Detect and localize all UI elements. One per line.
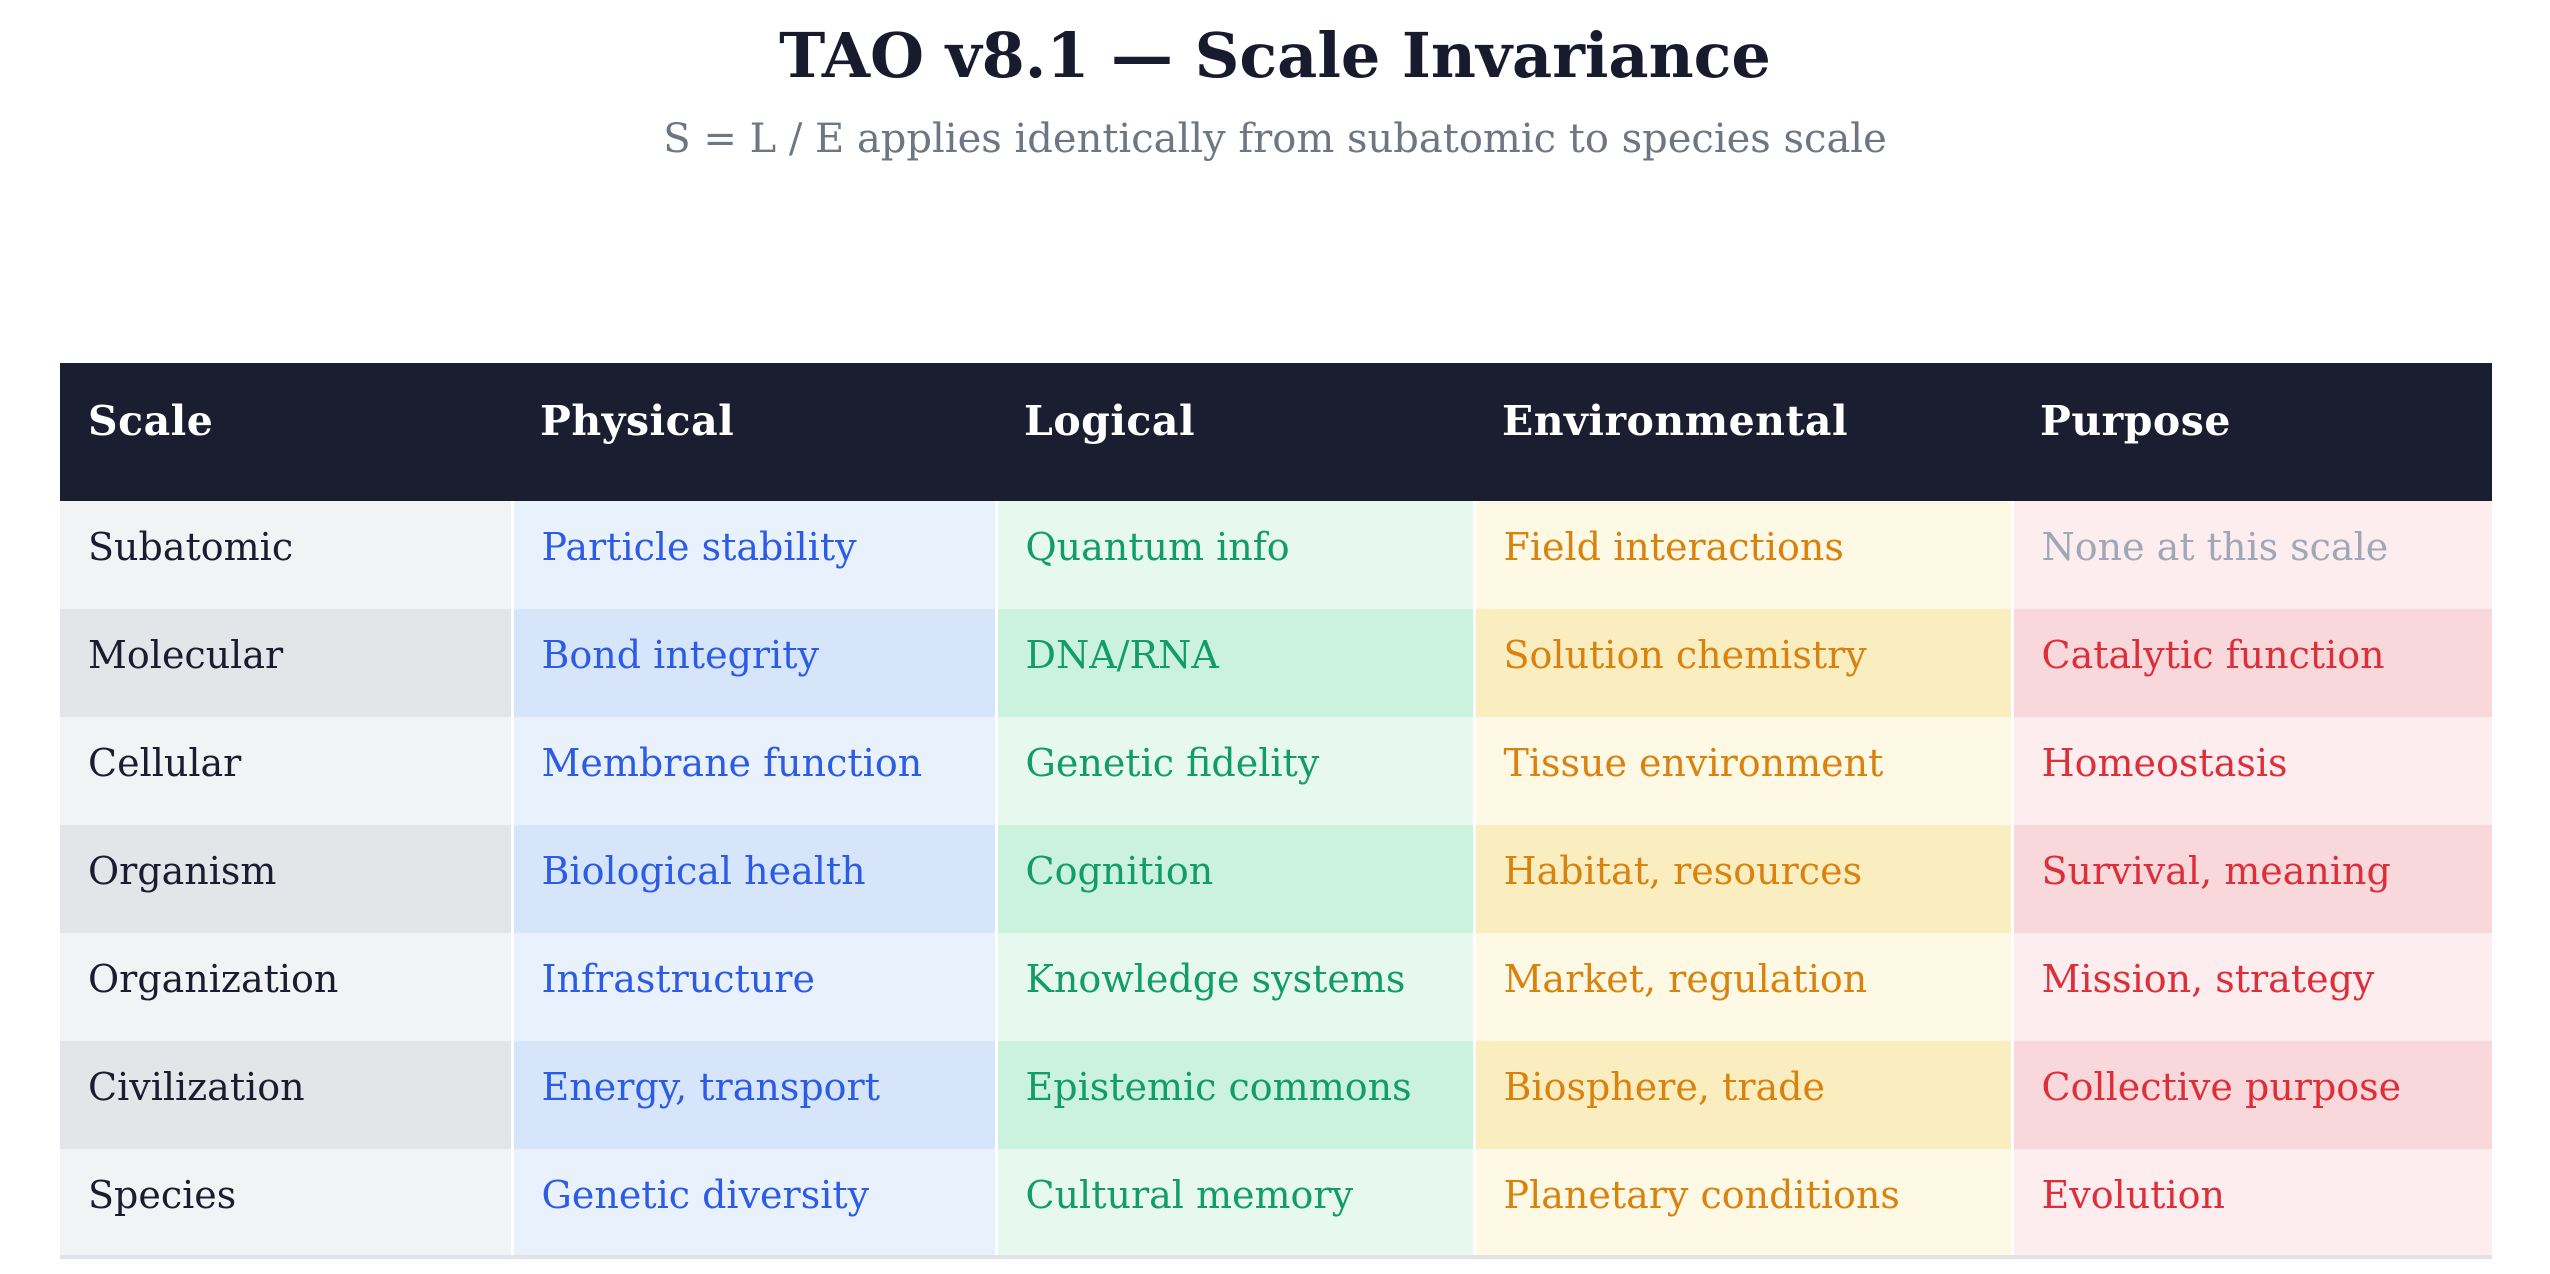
cell-purpose: None at this scale [2012, 501, 2492, 610]
table-row: Organism Biological health Cognition Habita… [60, 825, 2492, 934]
cell-logical: DNA/RNA [996, 609, 1476, 718]
cell-logical: Quantum info [996, 501, 1476, 610]
cell-purpose: Mission, strategy [2012, 933, 2492, 1042]
cell-physical: Particle stability [512, 501, 998, 610]
table-row: Civilization Energy, transport Epistemic c… [60, 1041, 2492, 1150]
column-header-logical: Logical [996, 363, 1474, 502]
table-row: Subatomic Particle stability Quantum info F… [60, 501, 2492, 610]
cell-physical: Membrane function [512, 717, 998, 826]
cell-scale: Cellular [60, 717, 514, 826]
cell-environmental: Market, regulation [1474, 933, 2014, 1042]
table-row: Species Genetic diversity Cultural memory P… [60, 1149, 2492, 1258]
column-header-scale: Scale [60, 363, 512, 502]
cell-purpose: Survival, meaning [2012, 825, 2492, 934]
table-row: Cellular Membrane function Genetic fidelit… [60, 717, 2492, 826]
cell-logical: Genetic fidelity [996, 717, 1476, 826]
cell-physical: Infrastructure [512, 933, 998, 1042]
cell-physical: Energy, transport [512, 1041, 998, 1150]
cell-scale: Molecular [60, 609, 514, 718]
cell-purpose: Collective purpose [2012, 1041, 2492, 1150]
cell-physical: Genetic diversity [512, 1149, 998, 1258]
cell-purpose: Homeostasis [2012, 717, 2492, 826]
cell-scale: Subatomic [60, 501, 514, 610]
cell-logical: Cognition [996, 825, 1476, 934]
cell-environmental: Habitat, resources [1474, 825, 2014, 934]
page-title: TAO v8.1 — Scale Invariance [779, 19, 1771, 92]
page-subtitle: S = L / E applies identically from subat… [663, 116, 1887, 163]
scale-invariance-table: Scale Physical Logical Environmental Pur… [60, 363, 2492, 1260]
table-header-row: Scale Physical Logical Environmental Pur… [60, 363, 2492, 502]
cell-physical: Bond integrity [512, 609, 998, 718]
cell-scale: Organism [60, 825, 514, 934]
cell-logical: Knowledge systems [996, 933, 1476, 1042]
column-header-physical: Physical [512, 363, 996, 502]
cell-physical: Biological health [512, 825, 998, 934]
column-header-environmental: Environmental [1474, 363, 2012, 502]
cell-scale: Organization [60, 933, 514, 1042]
table-body: Subatomic Particle stability Quantum info F… [60, 501, 2492, 1258]
cell-purpose: Catalytic function [2012, 609, 2492, 718]
cell-environmental: Planetary conditions [1474, 1149, 2014, 1258]
cell-scale: Species [60, 1149, 514, 1258]
table-row: Molecular Bond integrity DNA/RNA Solution c… [60, 609, 2492, 718]
cell-environmental: Tissue environment [1474, 717, 2014, 826]
cell-logical: Epistemic commons [996, 1041, 1476, 1150]
cell-environmental: Field interactions [1474, 501, 2014, 610]
cell-logical: Cultural memory [996, 1149, 1476, 1258]
cell-purpose: Evolution [2012, 1149, 2492, 1258]
column-header-purpose: Purpose [2012, 363, 2492, 502]
cell-scale: Civilization [60, 1041, 514, 1150]
table-header: Scale Physical Logical Environmental Pur… [60, 363, 2492, 502]
table-row: Organization Infrastructure Knowledge syst… [60, 933, 2492, 1042]
cell-environmental: Solution chemistry [1474, 609, 2014, 718]
cell-environmental: Biosphere, trade [1474, 1041, 2014, 1150]
